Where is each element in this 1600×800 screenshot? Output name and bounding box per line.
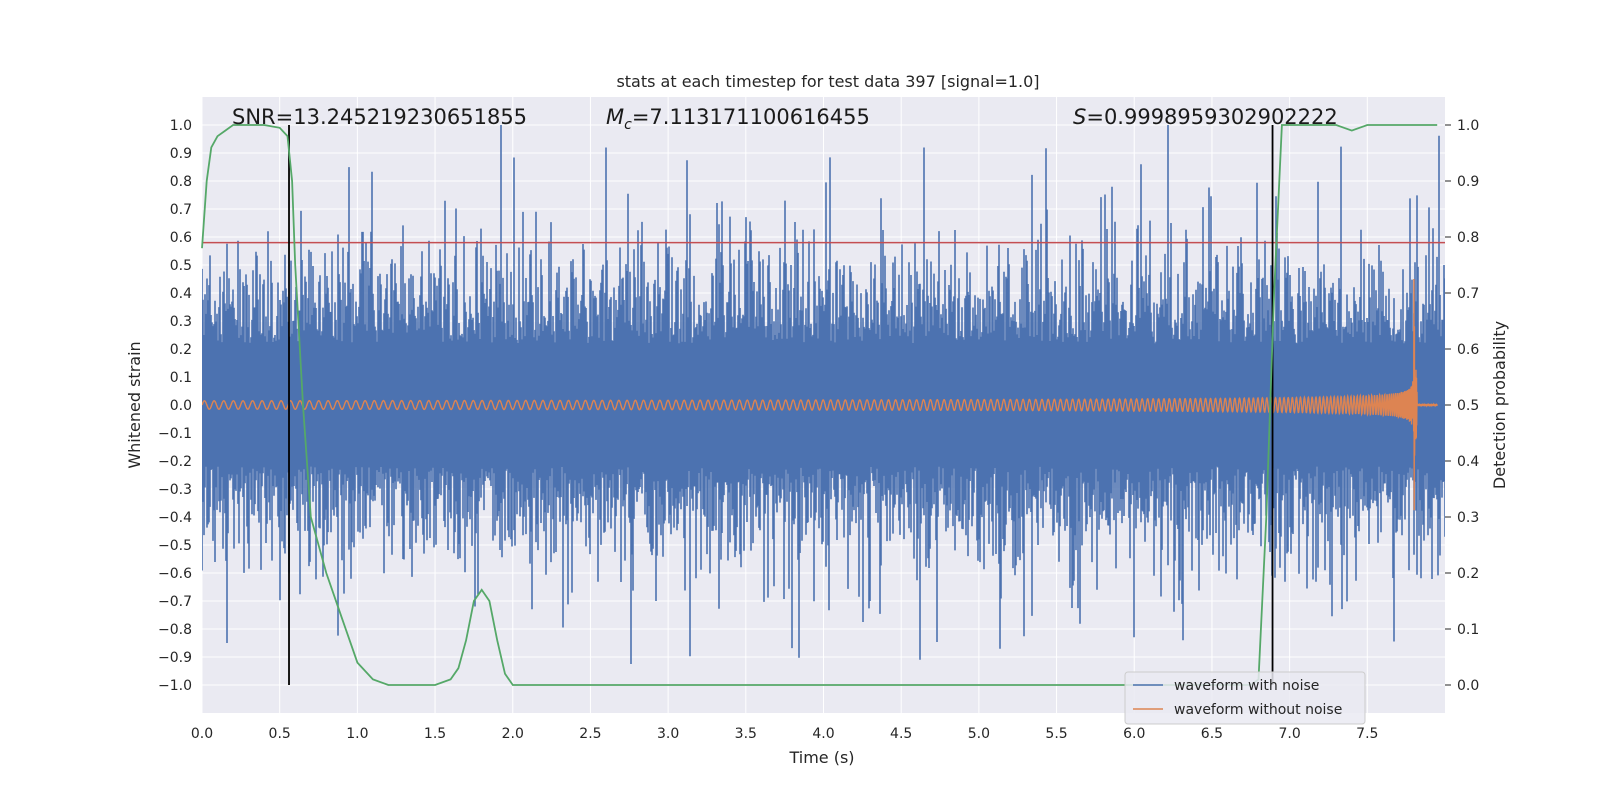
y2-tick-label: 0.8 — [1457, 230, 1479, 246]
x-tick-label: 2.5 — [579, 726, 601, 742]
y-tick-label: 0.5 — [170, 258, 192, 274]
y2-tick-label: 0.9 — [1457, 174, 1479, 190]
legend-label-clean: waveform without noise — [1174, 702, 1342, 718]
legend-box — [1124, 671, 1366, 725]
chirp-mass-symbol: M — [606, 105, 624, 129]
y2-axis-ticks: 1.0 0.9 0.8 0.7 0.6 0.5 0.4 0.3 0.2 0.1 0.0 — [1445, 118, 1479, 694]
y-tick-label: −0.6 — [158, 566, 192, 582]
x-tick-label: 2.0 — [502, 726, 524, 742]
y2-tick-label: 0.6 — [1457, 342, 1479, 358]
y-tick-label: −0.1 — [158, 426, 192, 442]
x-tick-label: 1.0 — [346, 726, 368, 742]
legend-label-noise: waveform with noise — [1174, 678, 1319, 694]
x-tick-label: 4.0 — [812, 726, 834, 742]
y-tick-label: −0.4 — [158, 510, 192, 526]
x-tick-label: 4.5 — [890, 726, 912, 742]
snr-annotation: SNR=13.245219230651855 — [232, 105, 527, 129]
chirp-mass-subscript: c — [624, 117, 632, 133]
chart-title: stats at each timestep for test data 397… — [616, 72, 1039, 91]
y2-tick-label: 0.2 — [1457, 566, 1479, 582]
y-tick-label: −0.2 — [158, 454, 192, 470]
y2-tick-label: 0.4 — [1457, 454, 1479, 470]
y-tick-label: 0.1 — [170, 370, 192, 386]
x-axis-label: Time (s) — [788, 748, 854, 767]
s-symbol: S — [1073, 105, 1086, 129]
y-tick-label: −1.0 — [158, 678, 192, 694]
y-axis-ticks: 1.0 0.9 0.8 0.7 0.6 0.5 0.4 0.3 0.2 0.1 0.0 −0.1 −0.… — [158, 118, 192, 694]
y2-tick-label: 0.3 — [1457, 510, 1479, 526]
chirp-mass-annotation: Mc=7.113171100616455 — [606, 105, 870, 133]
x-tick-label: 1.5 — [424, 726, 446, 742]
y2-tick-label: 0.0 — [1457, 678, 1479, 694]
y2-tick-label: 0.7 — [1457, 286, 1479, 302]
x-tick-label: 7.5 — [1356, 726, 1378, 742]
series-waveform-without-noise — [202, 278, 1438, 511]
s-value: =0.9998959302902222 — [1086, 105, 1337, 129]
x-tick-label: 0.0 — [191, 726, 213, 742]
y-tick-label: −0.7 — [158, 594, 192, 610]
series-detection-probability — [201, 124, 1438, 686]
y-tick-label: 0.9 — [170, 146, 192, 162]
s-annotation: S=0.9998959302902222 — [1073, 105, 1338, 129]
x-tick-label: 0.5 — [269, 726, 291, 742]
y-tick-label: 1.0 — [170, 118, 192, 134]
x-tick-label: 5.5 — [1045, 726, 1067, 742]
y-tick-label: 0.2 — [170, 342, 192, 358]
y-tick-label: 0.3 — [170, 314, 192, 330]
x-tick-label: 3.5 — [735, 726, 757, 742]
x-tick-label: 5.0 — [968, 726, 990, 742]
y2-tick-label: 0.5 — [1457, 398, 1479, 414]
x-axis-ticks: 0.0 0.5 1.0 1.5 2.0 2.5 3.0 3.5 4.0 4.5 5.0 5.5 6.0 6… — [191, 726, 1379, 742]
y2-tick-label: 0.1 — [1457, 622, 1479, 638]
x-tick-label: 3.0 — [657, 726, 679, 742]
y-tick-label: −0.9 — [158, 650, 192, 666]
y-tick-label: 0.4 — [170, 286, 192, 302]
y-tick-label: −0.3 — [158, 482, 192, 498]
y-tick-label: 0.8 — [170, 174, 192, 190]
chirp-mass-value: =7.113171100616455 — [632, 105, 870, 129]
y2-tick-label: 1.0 — [1457, 118, 1479, 134]
y-tick-label: 0.0 — [170, 398, 192, 414]
chirp-trace — [202, 278, 1438, 511]
y-tick-label: −0.5 — [158, 538, 192, 554]
y-tick-label: 0.7 — [170, 202, 192, 218]
x-tick-label: 6.0 — [1123, 726, 1145, 742]
y-tick-label: −0.8 — [158, 622, 192, 638]
y2-axis-label: Detection probability — [1490, 321, 1509, 489]
x-tick-label: 6.5 — [1201, 726, 1223, 742]
y-tick-label: 0.6 — [170, 230, 192, 246]
x-tick-label: 7.0 — [1278, 726, 1300, 742]
y-axis-label: Whitened strain — [125, 341, 144, 468]
legend: waveform with noise waveform without noi… — [1124, 671, 1366, 725]
